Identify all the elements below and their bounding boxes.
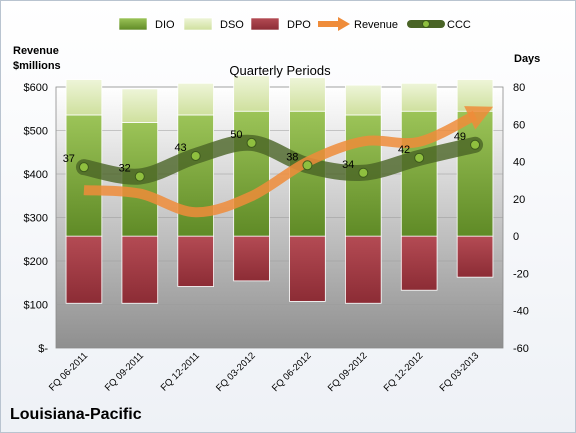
legend-arrowhead <box>338 17 350 31</box>
bar-dio <box>400 110 438 237</box>
right-tick-label: 40 <box>513 157 525 169</box>
category-label: FQ 09-2012 <box>326 350 370 394</box>
left-tick-label: $500 <box>24 126 48 138</box>
bar-dio <box>177 114 214 237</box>
category-label: FQ 06-2012 <box>270 350 314 394</box>
legend-label: DPO <box>287 19 311 31</box>
bar-dso <box>289 77 326 112</box>
bar-dpo <box>121 235 159 304</box>
left-tick-label: $200 <box>24 256 48 268</box>
bar-dso <box>121 88 159 123</box>
legend-label: CCC <box>447 19 471 31</box>
company-name: Louisiana-Pacific <box>10 406 142 423</box>
ccc-point <box>190 150 201 161</box>
ccc-data-label: 38 <box>286 151 298 163</box>
left-axis-label-line2: $millions <box>13 60 61 72</box>
legend-label: Revenue <box>354 19 398 31</box>
left-tick-label: $300 <box>24 213 48 225</box>
ccc-point <box>246 137 257 148</box>
bar-dio <box>456 110 494 237</box>
bar-dpo <box>400 235 438 291</box>
ccc-point <box>358 167 369 178</box>
left-tick-label: $- <box>38 343 48 355</box>
left-tick-label: $600 <box>24 82 48 94</box>
legend-label: DIO <box>155 19 175 31</box>
ccc-data-label: 37 <box>63 153 75 165</box>
right-tick-label: -40 <box>513 306 529 318</box>
category-label: FQ 12-2011 <box>159 350 202 393</box>
bar-dio <box>233 110 270 237</box>
right-tick-label: 0 <box>513 231 519 243</box>
legend-ccc-marker <box>422 20 430 28</box>
ccc-point <box>470 139 481 150</box>
left-tick-label: $400 <box>24 169 48 181</box>
ccc-data-label: 50 <box>230 129 242 141</box>
bar-dso <box>233 75 270 112</box>
bar-dso <box>345 84 382 116</box>
right-tick-label: 60 <box>513 119 525 131</box>
category-label: FQ 03-2012 <box>214 350 258 394</box>
ccc-data-label: 43 <box>174 142 186 154</box>
bar-dso <box>65 79 103 116</box>
category-label: FQ 12-2012 <box>382 350 426 394</box>
right-tick-label: -20 <box>513 268 529 280</box>
legend-swatch-dpo <box>250 17 280 31</box>
bar-dpo <box>233 235 270 282</box>
chart-title: Quarterly Periods <box>229 63 331 78</box>
category-label: FQ 03-2013 <box>438 350 482 394</box>
ccc-point <box>414 152 425 163</box>
ccc-point <box>134 171 145 182</box>
legend-swatch-dso <box>183 17 213 31</box>
category-label: FQ 09-2011 <box>103 350 146 393</box>
bar-dpo <box>65 235 103 304</box>
right-tick-label: 80 <box>513 82 525 94</box>
ccc-data-label: 49 <box>454 131 466 143</box>
legend: DIO DSO DPO Revenue CCC <box>118 17 471 31</box>
right-tick-label: -60 <box>513 343 529 355</box>
ccc-point <box>302 160 313 171</box>
ccc-data-label: 32 <box>119 162 131 174</box>
bar-dpo <box>345 235 382 304</box>
ccc-data-label: 34 <box>342 159 354 171</box>
left-tick-label: $100 <box>24 300 48 312</box>
right-tick-label: 20 <box>513 194 525 206</box>
revenue-line <box>83 106 494 218</box>
bar-dpo <box>289 235 326 302</box>
category-label: FQ 06-2011 <box>47 350 90 393</box>
left-axis-label-line1: Revenue <box>13 45 59 57</box>
bar-dso <box>177 82 214 116</box>
ccc-data-label: 42 <box>398 144 410 156</box>
legend-swatch-dio <box>118 17 148 31</box>
bar-dso <box>400 82 438 112</box>
bar-dpo <box>177 235 214 287</box>
right-axis-label: Days <box>514 53 540 65</box>
bar-dso <box>456 79 494 112</box>
ccc-point <box>78 162 89 173</box>
legend-label: DSO <box>220 19 244 31</box>
bar-dpo <box>456 235 494 278</box>
lines: 37 32 43 50 38 34 42 49 <box>63 106 494 218</box>
